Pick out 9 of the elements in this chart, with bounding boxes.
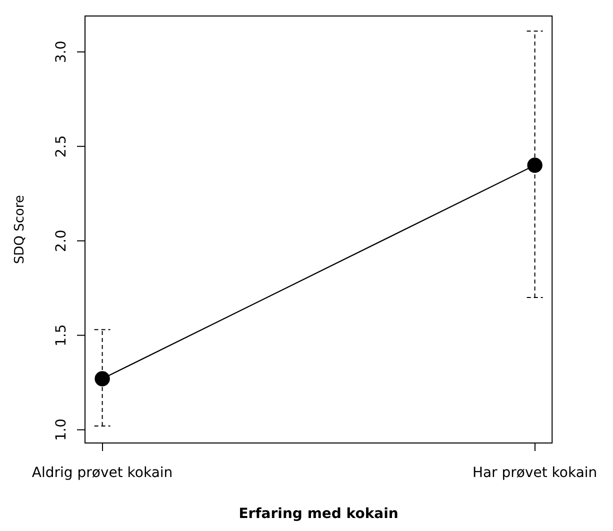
y-tick-label: 2.0 [54,230,70,252]
y-tick-label: 3.0 [54,40,70,64]
y-tick-label: 1.5 [54,324,70,346]
y-tick-label: 2.5 [54,135,70,158]
x-tick-label: Har prøvet kokain [472,465,598,482]
x-tick-label: Aldrig prøvet kokain [32,465,173,482]
x-axis-title: Erfaring med kokain [238,506,398,522]
y-tick-label: 1.0 [54,418,70,441]
y-axis-title: SDQ Score [12,194,28,264]
